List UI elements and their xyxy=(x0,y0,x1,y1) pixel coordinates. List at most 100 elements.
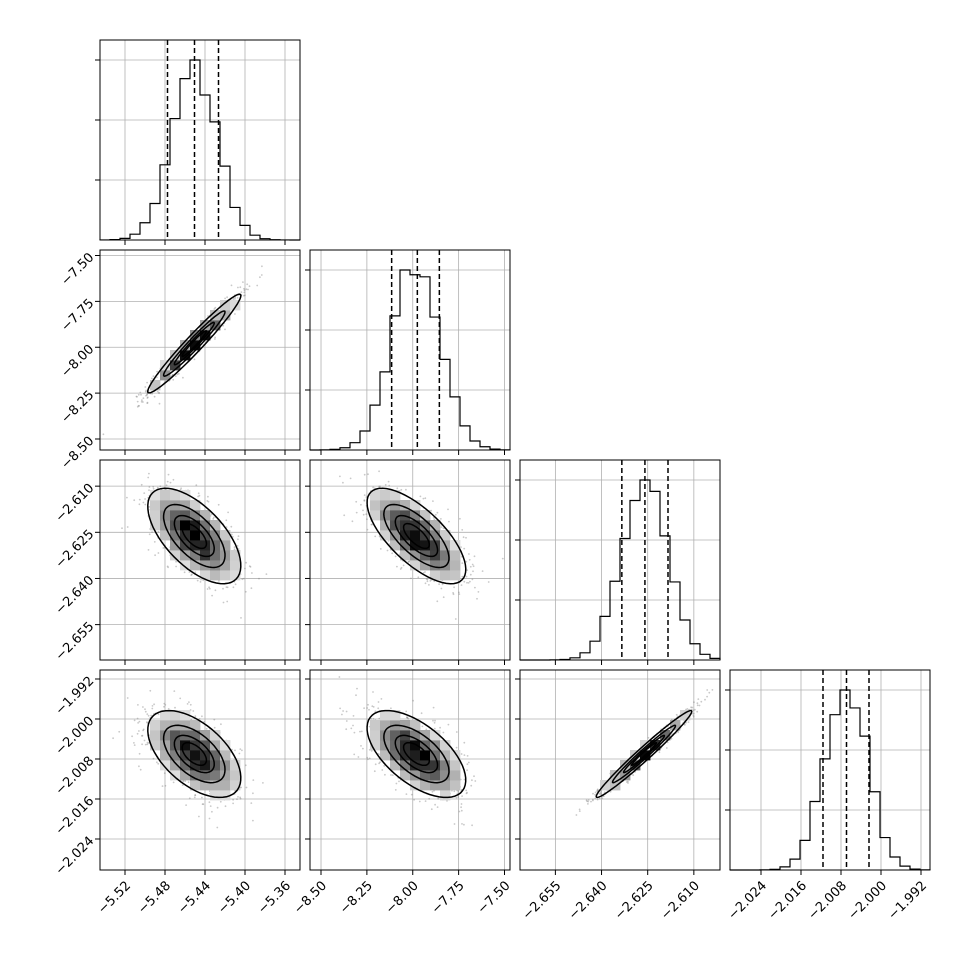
sample-point xyxy=(222,324,225,327)
x-tick-label: −5.36 xyxy=(255,878,294,917)
sample-point xyxy=(149,689,152,692)
sample-point xyxy=(241,749,243,752)
density-cell xyxy=(210,750,221,761)
sample-point xyxy=(239,796,242,799)
sample-point xyxy=(379,485,381,488)
sample-point xyxy=(424,497,427,500)
sample-point xyxy=(366,528,369,531)
sample-point xyxy=(463,547,466,550)
sample-point xyxy=(138,720,141,723)
density-cell xyxy=(170,730,181,741)
sample-point xyxy=(157,531,160,533)
sample-point xyxy=(232,586,235,589)
scatter-panel-3-0: −2.024−2.016−2.008−2.000−1.992 −5.52 −5.48… xyxy=(53,669,301,917)
sample-point xyxy=(198,815,200,818)
sample-point xyxy=(239,748,242,750)
sample-point xyxy=(474,586,476,589)
sample-point xyxy=(139,768,142,771)
density-cell xyxy=(180,720,191,731)
sample-point xyxy=(146,713,149,715)
density-cell xyxy=(440,770,451,781)
sample-point xyxy=(260,274,263,276)
sample-point xyxy=(359,730,361,733)
sample-point xyxy=(243,294,245,297)
panel-frame xyxy=(99,459,301,661)
density-cell xyxy=(400,510,411,521)
density-cell xyxy=(410,500,421,511)
density-cell xyxy=(380,720,391,731)
sample-point xyxy=(436,600,439,603)
density-cell xyxy=(210,520,221,531)
hist-panel-3: −2.024−2.016−2.008−2.000−1.992 xyxy=(725,669,931,923)
sample-point xyxy=(696,702,699,705)
sample-point xyxy=(144,503,147,506)
sample-point xyxy=(246,283,249,286)
density-cell xyxy=(600,780,611,791)
sample-point xyxy=(144,390,147,393)
sample-point xyxy=(692,714,695,717)
sample-point xyxy=(199,581,202,583)
sample-point xyxy=(151,377,153,380)
sample-point xyxy=(169,481,172,484)
sample-point xyxy=(210,513,213,516)
y-tick-label: −2.016 xyxy=(53,794,98,839)
density-cell xyxy=(680,710,691,721)
sample-point xyxy=(150,714,153,717)
sample-point xyxy=(165,484,168,487)
sample-point xyxy=(481,570,484,572)
sample-point xyxy=(153,541,156,543)
sample-point xyxy=(452,593,455,596)
density-cell xyxy=(380,750,391,761)
sample-point xyxy=(142,501,145,504)
sample-point xyxy=(137,722,140,724)
sample-point xyxy=(146,401,149,404)
sample-point xyxy=(387,480,390,483)
sample-point xyxy=(258,577,260,580)
density-cell xyxy=(450,540,461,551)
sample-point xyxy=(157,552,160,554)
sample-point xyxy=(418,800,421,803)
x-tick-label: −2.610 xyxy=(658,878,703,923)
sample-point xyxy=(398,780,400,783)
sample-point xyxy=(207,315,209,317)
sample-point xyxy=(383,765,386,767)
sample-point xyxy=(441,583,444,586)
y-tick-label: −8.50 xyxy=(59,434,98,473)
scatter-content-3-0 xyxy=(112,689,264,829)
density-cell xyxy=(380,500,391,511)
sample-point xyxy=(220,723,222,726)
density-cell xyxy=(410,720,421,731)
contour-3-0-3 xyxy=(181,741,208,767)
contour-3-2-1 xyxy=(611,724,677,784)
sample-point xyxy=(352,724,354,727)
contour-2-1-0 xyxy=(366,487,467,585)
sample-point xyxy=(234,297,236,300)
y-tick-label: −2.008 xyxy=(53,754,98,799)
sample-point xyxy=(133,742,135,744)
sample-point xyxy=(164,704,167,706)
sample-point xyxy=(177,372,180,375)
sample-point xyxy=(405,710,408,713)
sample-point xyxy=(465,575,468,578)
sample-point xyxy=(405,488,407,491)
sample-point xyxy=(391,774,394,776)
sample-point xyxy=(247,288,249,291)
sample-point xyxy=(396,487,399,490)
y-tick-label: −8.00 xyxy=(59,342,98,381)
sample-point xyxy=(153,395,156,398)
sample-point xyxy=(439,726,441,729)
sample-point xyxy=(217,503,220,506)
sample-point xyxy=(363,499,366,502)
y-tick-label: −2.024 xyxy=(53,834,98,879)
sample-point xyxy=(421,725,424,728)
sample-point xyxy=(365,496,368,498)
sample-point xyxy=(460,753,463,755)
sample-point xyxy=(448,520,450,523)
sample-point xyxy=(244,590,247,593)
sample-point xyxy=(708,691,711,694)
sample-point xyxy=(711,689,714,691)
density-cell xyxy=(410,550,421,561)
sample-point xyxy=(147,476,150,479)
sample-point xyxy=(261,265,263,268)
